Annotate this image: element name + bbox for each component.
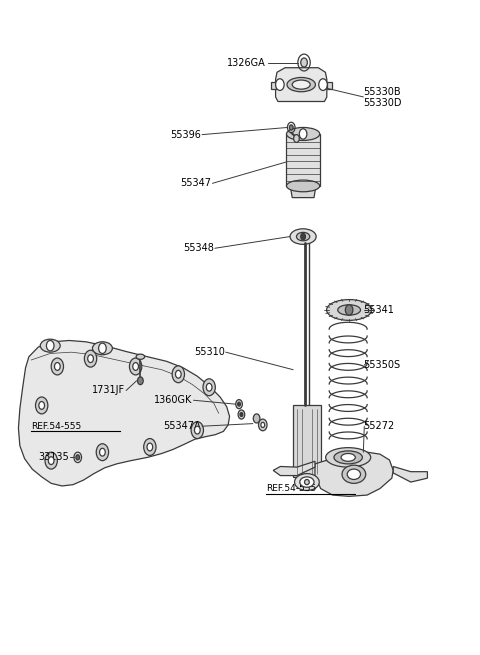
Circle shape bbox=[289, 125, 293, 130]
Bar bbox=[287, 134, 320, 186]
Circle shape bbox=[191, 422, 204, 439]
Ellipse shape bbox=[287, 77, 315, 92]
Polygon shape bbox=[273, 461, 315, 476]
Circle shape bbox=[144, 439, 156, 455]
Text: 1326GA: 1326GA bbox=[228, 58, 266, 67]
Ellipse shape bbox=[342, 465, 366, 483]
Circle shape bbox=[51, 358, 63, 375]
Ellipse shape bbox=[40, 339, 60, 352]
Ellipse shape bbox=[347, 469, 360, 479]
Ellipse shape bbox=[292, 80, 310, 89]
Text: 55310: 55310 bbox=[194, 347, 225, 357]
Text: 55350S: 55350S bbox=[363, 360, 400, 370]
Ellipse shape bbox=[136, 354, 144, 360]
Circle shape bbox=[238, 402, 240, 406]
Circle shape bbox=[301, 58, 307, 67]
Circle shape bbox=[137, 377, 143, 384]
Text: REF.54-555: REF.54-555 bbox=[266, 484, 316, 493]
Ellipse shape bbox=[325, 447, 371, 467]
Text: 55347A: 55347A bbox=[164, 421, 201, 431]
Circle shape bbox=[203, 379, 216, 396]
Circle shape bbox=[47, 341, 54, 351]
Circle shape bbox=[259, 419, 267, 431]
Ellipse shape bbox=[304, 479, 309, 485]
Circle shape bbox=[194, 426, 200, 434]
Circle shape bbox=[147, 443, 153, 451]
Circle shape bbox=[172, 365, 184, 383]
Ellipse shape bbox=[338, 305, 360, 315]
Polygon shape bbox=[18, 341, 229, 486]
Polygon shape bbox=[276, 67, 327, 102]
Circle shape bbox=[238, 410, 245, 419]
Text: 55272: 55272 bbox=[363, 421, 395, 431]
Circle shape bbox=[261, 422, 264, 428]
Text: 55330D: 55330D bbox=[363, 98, 402, 109]
Polygon shape bbox=[293, 405, 321, 477]
Circle shape bbox=[96, 443, 108, 460]
Polygon shape bbox=[271, 82, 276, 88]
Text: REF.54-555: REF.54-555 bbox=[31, 422, 82, 431]
Circle shape bbox=[253, 414, 260, 423]
Ellipse shape bbox=[290, 229, 316, 244]
Polygon shape bbox=[315, 452, 393, 496]
Circle shape bbox=[319, 79, 327, 90]
Circle shape bbox=[206, 383, 212, 391]
Circle shape bbox=[88, 355, 94, 363]
Text: 1360GK: 1360GK bbox=[154, 395, 192, 405]
Text: 1731JF: 1731JF bbox=[92, 386, 125, 396]
Circle shape bbox=[39, 402, 45, 409]
Circle shape bbox=[301, 233, 305, 240]
Circle shape bbox=[345, 305, 353, 315]
Circle shape bbox=[236, 400, 242, 409]
Circle shape bbox=[300, 129, 307, 139]
Ellipse shape bbox=[287, 128, 320, 140]
Ellipse shape bbox=[334, 451, 362, 464]
Circle shape bbox=[130, 358, 142, 375]
Circle shape bbox=[76, 455, 80, 460]
Ellipse shape bbox=[326, 299, 372, 320]
Circle shape bbox=[133, 363, 138, 370]
Circle shape bbox=[176, 370, 181, 378]
Circle shape bbox=[99, 448, 105, 456]
Circle shape bbox=[98, 343, 106, 354]
Circle shape bbox=[276, 79, 284, 90]
Ellipse shape bbox=[93, 342, 112, 355]
Circle shape bbox=[55, 363, 60, 370]
Text: 55396: 55396 bbox=[170, 130, 201, 140]
Circle shape bbox=[84, 350, 96, 367]
Text: 55347: 55347 bbox=[180, 178, 212, 189]
Ellipse shape bbox=[297, 233, 310, 241]
Circle shape bbox=[240, 413, 243, 417]
Circle shape bbox=[45, 452, 57, 469]
Polygon shape bbox=[290, 186, 316, 198]
Text: 55341: 55341 bbox=[363, 305, 394, 315]
Ellipse shape bbox=[295, 474, 319, 491]
Circle shape bbox=[36, 397, 48, 414]
Ellipse shape bbox=[341, 453, 355, 461]
Ellipse shape bbox=[300, 477, 314, 487]
Text: 33135: 33135 bbox=[38, 453, 69, 462]
Polygon shape bbox=[327, 82, 332, 88]
Circle shape bbox=[48, 457, 54, 464]
Text: 55330B: 55330B bbox=[363, 87, 401, 98]
Text: 55348: 55348 bbox=[183, 243, 214, 253]
Circle shape bbox=[294, 135, 300, 142]
Ellipse shape bbox=[287, 180, 320, 192]
Polygon shape bbox=[393, 466, 427, 482]
